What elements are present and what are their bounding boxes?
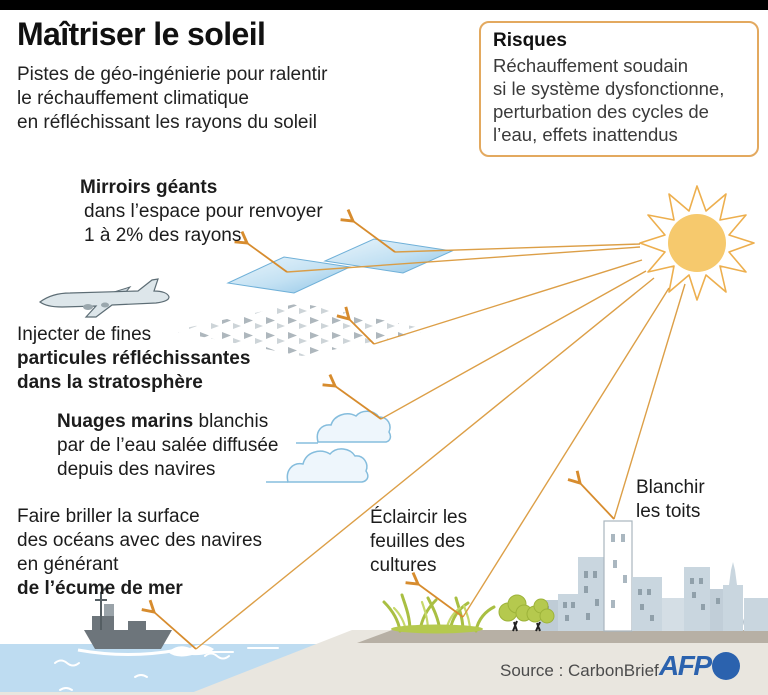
afp-logo-circle-icon — [711, 652, 740, 680]
reflection-arrows — [141, 208, 615, 650]
label-line: particules réfléchissantes — [17, 348, 251, 369]
label-line: des océans avec des navires — [17, 530, 263, 551]
particles-icon — [172, 303, 431, 356]
risk-box-line: l’eau, effets inattendus — [493, 124, 678, 145]
city-icon — [540, 520, 768, 632]
label-line: en générant — [17, 554, 119, 575]
label-giant-mirrors: Mirroirs géants dans l’espace pour renvo… — [80, 176, 323, 248]
airplane-icon — [38, 278, 170, 318]
label-line-rest: blanchis — [193, 411, 269, 432]
sun-icon — [639, 185, 755, 301]
label-line: feuilles des — [370, 531, 466, 552]
subtitle-line: Pistes de géo-ingénierie pour ralentir — [17, 64, 328, 85]
label-line: Éclaircir les — [370, 507, 468, 528]
risk-box-title: Risques — [493, 30, 567, 51]
label-line: les toits — [636, 501, 701, 522]
plants-icon — [382, 593, 496, 634]
afp-logo: AFP — [659, 650, 740, 682]
label-line: dans la stratosphère — [17, 372, 203, 393]
sun-rays — [195, 243, 686, 650]
shoreline-land — [0, 630, 768, 695]
subtitle-line: en réfléchissant les rayons du soleil — [17, 112, 317, 133]
label-crops: Éclaircir les feuilles des cultures — [370, 506, 467, 578]
risk-box-line: perturbation des cycles de — [493, 101, 709, 122]
label-stratosphere-particles: Injecter de fines particules réfléchissa… — [17, 323, 250, 395]
page-subtitle: Pistes de géo-ingénierie pour ralentir l… — [17, 63, 328, 135]
label-line: dans l’espace pour renvoyer — [84, 201, 323, 222]
label-line: Nuages marins blanchis — [57, 410, 278, 434]
label-line: Injecter de fines — [17, 324, 152, 345]
afp-logo-text: AFP — [659, 650, 712, 681]
top-bar — [0, 0, 768, 10]
label-marine-clouds: Nuages marins blanchis par de l’eau salé… — [57, 410, 278, 482]
label-line: Mirroirs géants — [80, 177, 218, 198]
label-sea-foam: Faire briller la surface des océans avec… — [17, 505, 262, 601]
label-line-bold: Nuages marins — [57, 411, 194, 432]
subtitle-line: le réchauffement climatique — [17, 88, 249, 109]
mirror-icon — [226, 238, 454, 294]
cloud-icon — [266, 410, 392, 483]
label-white-roofs: Blanchir les toits — [636, 476, 705, 524]
label-line: 1 à 2% des rayons — [84, 225, 242, 246]
risk-box: Risques Réchauffement soudain si le syst… — [479, 21, 759, 157]
label-line: cultures — [370, 555, 437, 576]
label-line: de l’écume de mer — [17, 578, 183, 599]
risk-box-line: si le système dysfonctionne, — [493, 78, 725, 99]
page-title: Maîtriser le soleil — [17, 16, 266, 52]
ship-icon — [77, 587, 179, 656]
source-credit: Source : CarbonBrief — [500, 661, 659, 680]
label-line: Faire briller la surface — [17, 506, 200, 527]
sea-foam — [168, 644, 214, 657]
label-line: Blanchir — [636, 477, 705, 498]
label-line: depuis des navires — [57, 459, 216, 480]
risk-box-line: Réchauffement soudain — [493, 55, 689, 76]
label-line: par de l’eau salée diffusée — [57, 435, 279, 456]
trees-icon — [498, 594, 555, 632]
